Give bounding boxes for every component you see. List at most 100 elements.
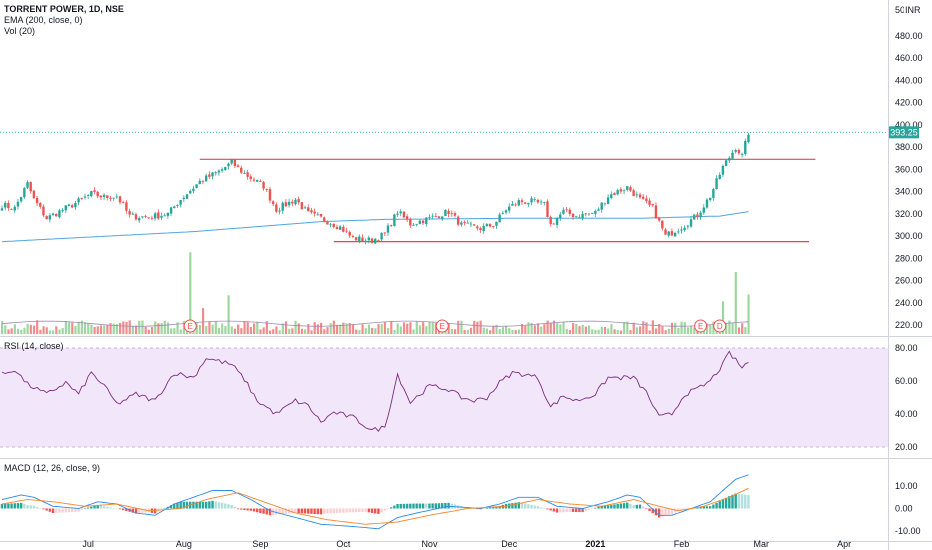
volume-bar xyxy=(661,326,664,334)
candle-body xyxy=(648,200,651,205)
candle-body xyxy=(696,214,699,218)
candle-body xyxy=(61,210,64,212)
ema-legend-label: EMA (200, close, 0) xyxy=(4,15,83,25)
macd-histogram-bar xyxy=(673,508,677,513)
candle-body xyxy=(189,190,192,194)
macd-histogram-bar xyxy=(134,508,138,514)
candle-body xyxy=(571,213,575,218)
macd-histogram-bar xyxy=(23,504,26,509)
candle-body xyxy=(463,222,466,224)
macd-histogram-bar xyxy=(622,503,626,509)
candle-body xyxy=(412,224,415,226)
volume-bar xyxy=(501,327,505,334)
candle-body xyxy=(67,204,71,206)
macd-histogram-bar xyxy=(657,508,661,518)
macd-histogram-bar xyxy=(230,504,233,509)
macd-histogram-bar xyxy=(7,503,10,509)
rsi-tick-label: 20.00 xyxy=(895,442,918,452)
macd-histogram-bar xyxy=(96,504,99,509)
volume-bar xyxy=(154,321,157,334)
candle-body xyxy=(606,197,610,204)
macd-histogram-bar xyxy=(603,505,607,509)
rsi-tick-label: 40.00 xyxy=(895,409,918,419)
currency-label[interactable]: INR xyxy=(904,5,922,15)
volume-bar xyxy=(134,325,138,334)
candle-body xyxy=(335,226,339,230)
volume-bar xyxy=(629,330,632,334)
candle-body xyxy=(342,226,345,232)
candle-body xyxy=(351,236,355,238)
volume-bar xyxy=(141,320,144,334)
volume-bar xyxy=(329,323,332,334)
candle-body xyxy=(364,240,367,243)
volume-bar xyxy=(55,326,58,334)
volume-bar xyxy=(434,323,438,334)
candle-body xyxy=(90,191,93,197)
volume-bar xyxy=(686,327,690,334)
candle-body xyxy=(354,237,358,241)
candle-body xyxy=(281,202,284,211)
macd-histogram-bar xyxy=(160,508,163,511)
volume-bar xyxy=(524,325,527,334)
candle-body xyxy=(667,231,670,236)
volume-bar xyxy=(508,328,511,334)
macd-histogram-bar xyxy=(482,508,485,510)
candle-body xyxy=(217,170,221,173)
candle-body xyxy=(654,205,658,219)
last-price-tag xyxy=(889,126,919,139)
volume-bar xyxy=(214,321,217,334)
volume-bar xyxy=(626,321,629,334)
volume-bar xyxy=(201,308,205,334)
volume-bar xyxy=(90,324,93,334)
candle-body xyxy=(517,200,520,206)
volume-bar xyxy=(406,323,409,334)
candle-body xyxy=(641,196,645,199)
candle-body xyxy=(329,224,332,226)
macd-histogram-bar xyxy=(399,503,402,509)
volume-bar xyxy=(52,330,55,334)
volume-bar xyxy=(562,322,565,334)
macd-histogram-bar xyxy=(626,502,629,509)
macd-histogram-bar xyxy=(281,508,284,515)
volume-bar xyxy=(307,324,310,334)
candle-body xyxy=(705,199,709,208)
candle-body xyxy=(597,209,600,211)
macd-histogram-bar xyxy=(338,508,342,513)
volume-bar xyxy=(565,328,568,334)
macd-histogram-bar xyxy=(201,501,205,509)
macd-histogram-bar xyxy=(740,494,744,509)
macd-histogram-bar xyxy=(99,505,103,509)
macd-histogram-bar xyxy=(86,507,90,509)
volume-bar xyxy=(667,328,670,334)
macd-histogram-bar xyxy=(243,508,246,510)
macd-histogram-bar xyxy=(428,503,431,509)
volume-bar xyxy=(227,295,230,334)
candle-body xyxy=(508,206,511,211)
macd-histogram-bar xyxy=(351,508,355,513)
macd-histogram-bar xyxy=(354,508,358,513)
macd-histogram-bar xyxy=(10,503,13,509)
signal-line xyxy=(1,487,749,525)
candle-body xyxy=(163,215,166,217)
macd-histogram-bar xyxy=(536,506,540,509)
macd-histogram-bar xyxy=(670,508,674,515)
macd-legend-label: MACD (12, 26, close, 9) xyxy=(4,463,101,473)
volume-bar xyxy=(396,323,399,334)
volume-bar xyxy=(195,323,198,334)
rsi-tick-label: 80.00 xyxy=(895,343,918,353)
macd-histogram-bar xyxy=(747,495,750,509)
volume-bar xyxy=(505,325,508,334)
volume-bar xyxy=(578,326,581,334)
macd-histogram-bar xyxy=(153,508,157,514)
macd-histogram-bar xyxy=(45,508,48,511)
price-tick-label: 400.00 xyxy=(895,120,923,130)
price-tick-label: 280.00 xyxy=(895,253,923,263)
volume-bar xyxy=(304,329,307,334)
volume-bar xyxy=(584,326,587,334)
candle-body xyxy=(112,197,115,199)
candle-body xyxy=(42,206,45,216)
candle-body xyxy=(268,189,272,201)
volume-bar xyxy=(734,272,737,334)
volume-bar xyxy=(173,328,176,334)
